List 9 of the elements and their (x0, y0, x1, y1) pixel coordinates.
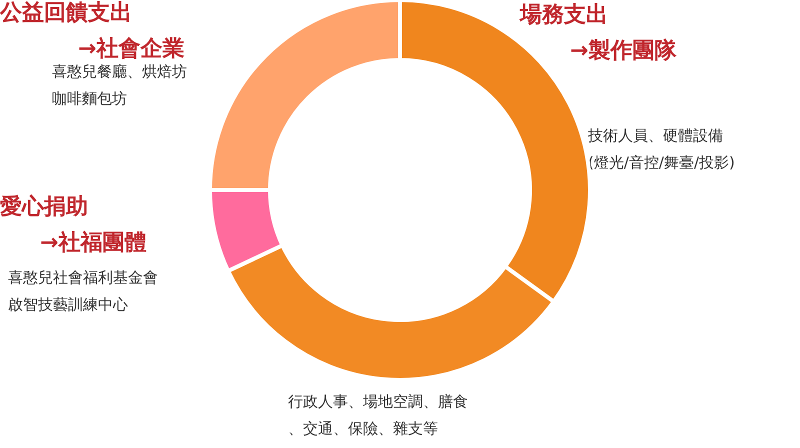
text: 啟智技藝訓練中心 (8, 296, 128, 314)
slice-label: 愛心捐助 →社福團體 (0, 194, 146, 256)
text: 、交通、保險、雜支等 (288, 420, 438, 438)
text: 喜憨兒餐廳、烘焙坊 (52, 62, 187, 80)
text: 喜憨兒社會福利基金會 (8, 268, 158, 286)
text: 咖啡麵包坊 (52, 90, 127, 108)
text: 技術人員、硬體設備 (587, 126, 723, 144)
text: 行政人事、場地空調、膳食 (288, 392, 468, 410)
slice-label: 場務支出 →製作團隊 (519, 2, 678, 64)
